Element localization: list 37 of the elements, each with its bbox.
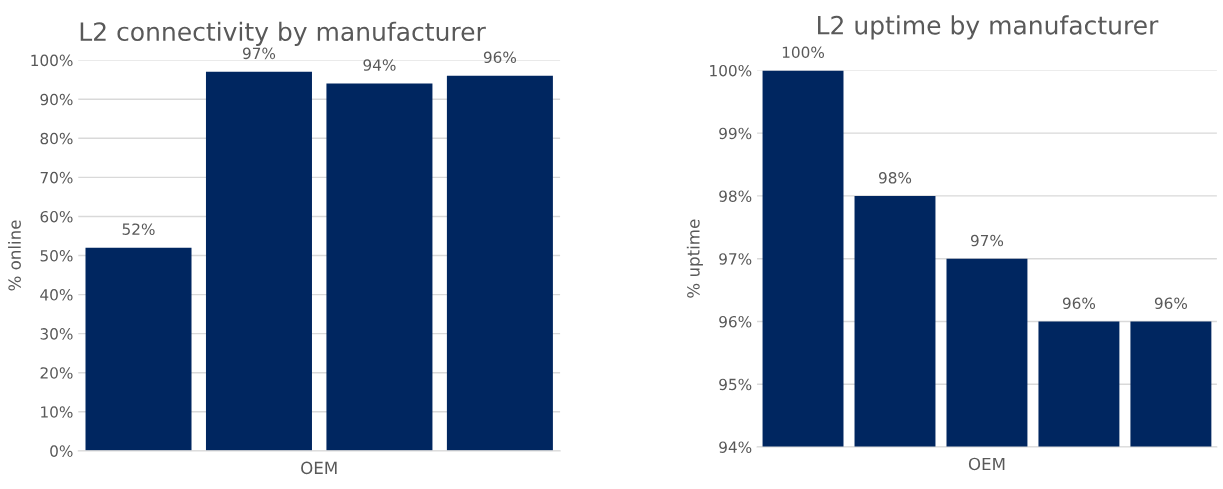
y-tick-label: 40% <box>40 289 73 301</box>
y-tick-label: 100% <box>710 64 752 77</box>
y-axis-title: % uptime <box>686 219 703 298</box>
y-tick-label: 50% <box>40 249 73 262</box>
y-tick-label: 60% <box>40 210 73 223</box>
y-tick-label: 98% <box>719 190 752 202</box>
y-tick-label: 97% <box>719 253 752 265</box>
y-tick-label: 80% <box>40 132 73 145</box>
bar <box>85 247 192 451</box>
y-tick-label: 0% <box>50 445 73 457</box>
chart-title: L2 connectivity by manufacturer <box>80 21 486 46</box>
bar <box>446 75 553 451</box>
bar <box>205 71 312 451</box>
y-tick-label: 99% <box>719 127 752 140</box>
y-tick-label: 95% <box>719 378 752 391</box>
y-tick-label: 100% <box>31 54 73 67</box>
y-tick-label: 10% <box>41 406 73 418</box>
y-tick-label: 90% <box>40 93 73 106</box>
x-axis-title: OEM <box>301 461 337 475</box>
x-axis-title: OEM <box>968 457 1005 471</box>
data-label: 96% <box>1154 297 1188 310</box>
data-label: 97% <box>242 47 276 60</box>
data-label: 96% <box>1062 297 1096 310</box>
data-label: 100% <box>782 46 825 59</box>
y-axis-title: % online <box>8 220 21 291</box>
bar <box>326 83 433 451</box>
data-label: 97% <box>970 234 1004 247</box>
chart-title: L2 uptime by manufacturer <box>818 15 1159 40</box>
data-label: 98% <box>878 172 912 184</box>
y-tick-label: 96% <box>719 315 752 328</box>
y-tick-label: 30% <box>40 328 73 340</box>
data-label: 94% <box>363 59 396 71</box>
y-tick-label: 70% <box>40 171 73 184</box>
y-tick-label: 94% <box>719 441 752 453</box>
data-label: 96% <box>483 51 517 64</box>
y-tick-label: 20% <box>40 367 73 379</box>
data-label: 52% <box>122 223 155 235</box>
